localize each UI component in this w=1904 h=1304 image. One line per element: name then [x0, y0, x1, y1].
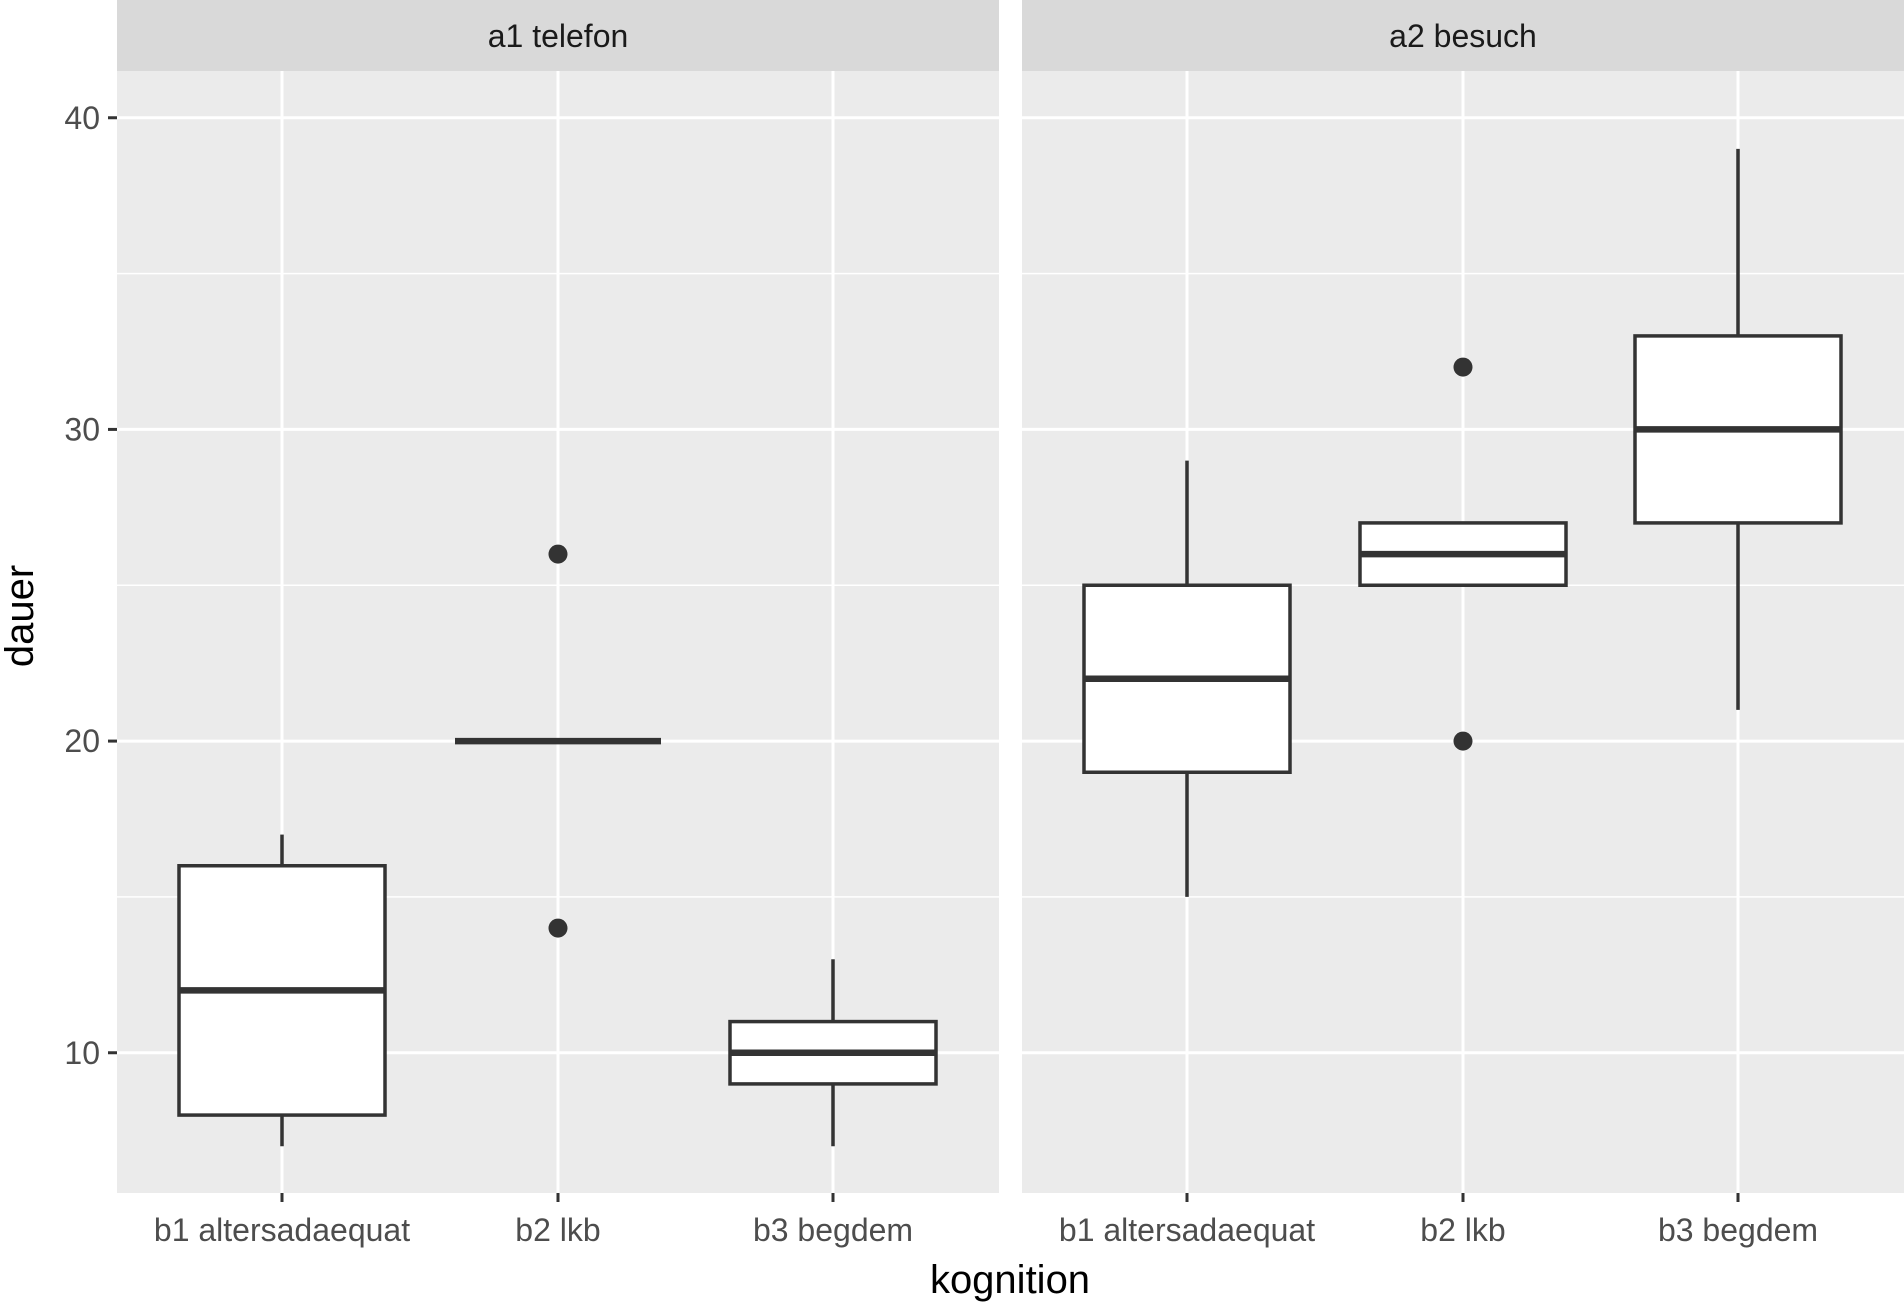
x-tick-label: b2 lkb [1420, 1212, 1505, 1248]
x-tick-label: b2 lkb [515, 1212, 600, 1248]
facet-panel: a1 telefon b1 altersadaequat b2 lkb b3 begd… [117, 0, 999, 1248]
x-tick-label: b1 altersadaequat [1059, 1212, 1315, 1248]
x-tick-label: b3 begdem [753, 1212, 913, 1248]
y-axis-title: dauer [0, 565, 42, 667]
facet-strip-label: a1 telefon [488, 18, 629, 54]
facet-panels: a1 telefon b1 altersadaequat b2 lkb b3 begd… [117, 0, 1904, 1248]
outlier-point [548, 544, 568, 564]
y-tick-label: 10 [64, 1035, 100, 1071]
facet-strip-label: a2 besuch [1389, 18, 1537, 54]
box-plot [455, 544, 661, 938]
y-axis: 10 20 30 40 [64, 100, 117, 1071]
outlier-point [1453, 357, 1473, 377]
x-axis-title: kognition [930, 1258, 1090, 1302]
box-plot [1633, 148, 1843, 710]
x-tick-label: b1 altersadaequat [154, 1212, 410, 1248]
outlier-point [548, 918, 568, 938]
facet-strip [117, 0, 999, 71]
facet-strip [1022, 0, 1904, 71]
box-plot [177, 834, 387, 1147]
y-tick-label: 20 [64, 723, 100, 759]
x-tick-label: b3 begdem [1658, 1212, 1818, 1248]
y-tick-label: 30 [64, 411, 100, 447]
box-plot [728, 959, 938, 1147]
y-tick-label: 40 [64, 100, 100, 136]
facet-panel: a2 besuch b1 altersadaequat b2 lkb b3 begde… [1022, 0, 1904, 1248]
outlier-point [1453, 731, 1473, 751]
box-plot [1082, 460, 1292, 897]
box-plot [1358, 357, 1568, 751]
